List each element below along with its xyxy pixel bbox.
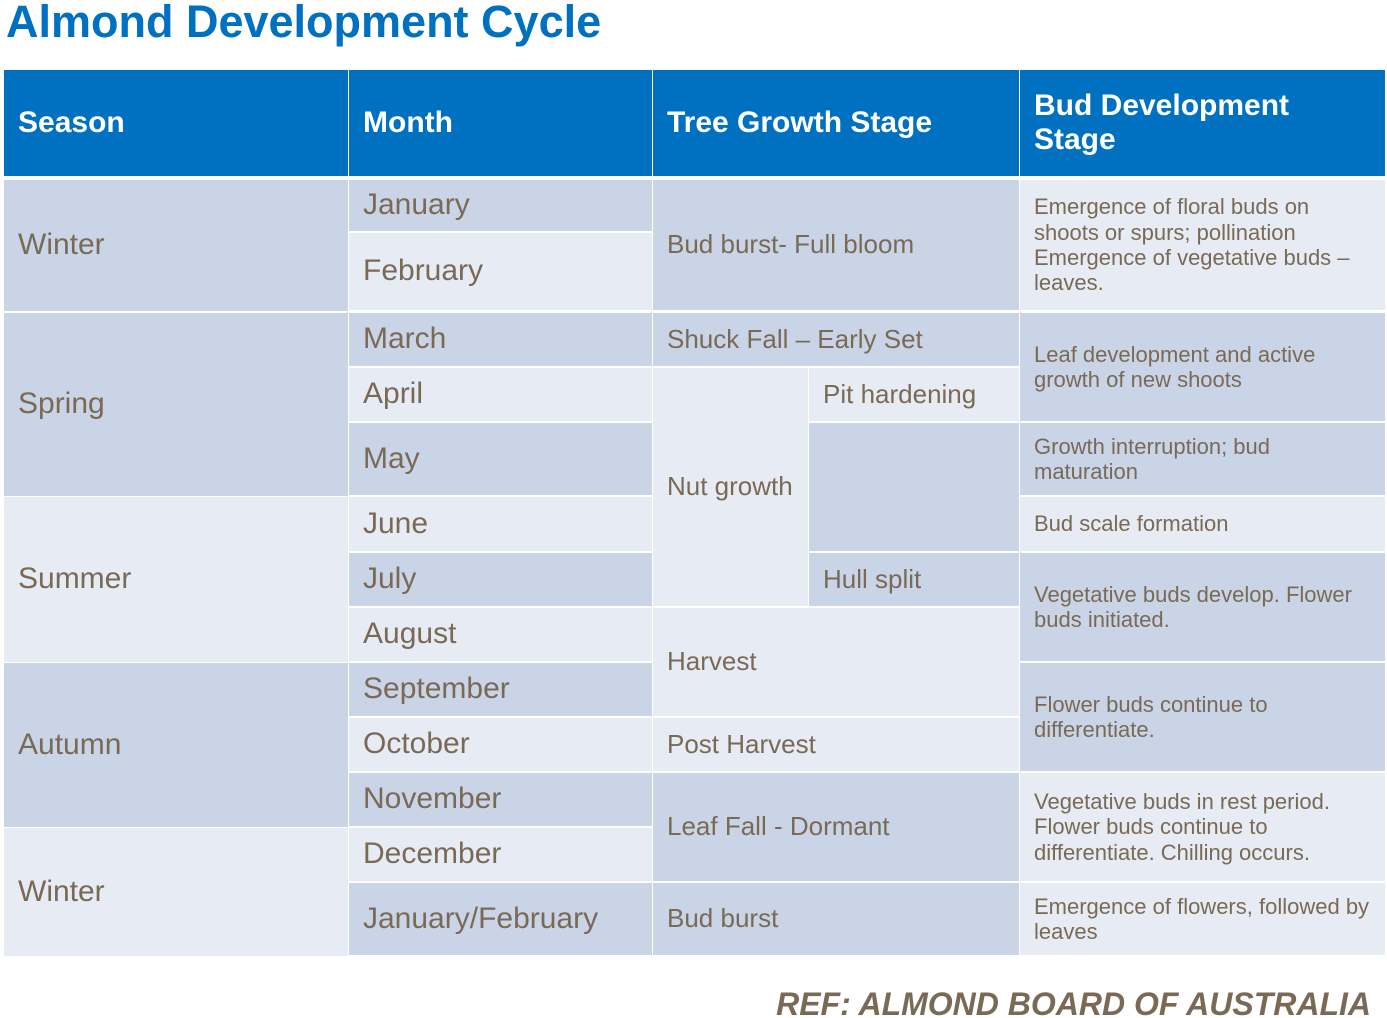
season-cell: Spring: [4, 313, 348, 496]
month-cell: January: [349, 180, 652, 231]
column-header: Bud Development Stage: [1020, 70, 1385, 176]
tree-stage-cell: Bud burst- Full bloom: [653, 180, 1019, 310]
bud-stage-cell: Emergence of flowers, followed by leaves: [1020, 883, 1385, 955]
empty-cell: [809, 423, 1019, 551]
tree-stage-cell: Leaf Fall - Dormant: [653, 773, 1019, 881]
footer: REF: ALMOND BOARD OF AUSTRALIA: [776, 986, 1371, 1018]
title: Almond Development Cycle: [6, 0, 602, 47]
month-cell: March: [349, 313, 652, 366]
bud-stage-cell: Flower buds continue to differentiate.: [1020, 663, 1385, 771]
tree-stage-cell: Post Harvest: [653, 718, 1019, 771]
month-cell: June: [349, 497, 652, 551]
bud-stage-cell: Leaf development and active growth of ne…: [1020, 313, 1385, 421]
tree-stage-cell: Bud burst: [653, 883, 1019, 955]
bud-stage-cell: Growth interruption; bud maturation: [1020, 423, 1385, 495]
bud-stage-cell: Vegetative buds in rest period. Flower b…: [1020, 773, 1385, 881]
month-cell: January/February: [349, 883, 652, 955]
column-header: Tree Growth Stage: [653, 70, 1019, 176]
month-cell: May: [349, 423, 652, 495]
tree-stage-cell: Pit hardening: [809, 368, 1019, 421]
month-cell: November: [349, 773, 652, 826]
season-cell: Summer: [4, 497, 348, 662]
season-cell: Autumn: [4, 663, 348, 827]
tree-stage-cell: Shuck Fall – Early Set: [653, 313, 1019, 366]
month-cell: December: [349, 828, 652, 881]
month-cell: September: [349, 663, 652, 716]
season-cell: Winter: [4, 180, 348, 311]
season-cell: Winter: [4, 828, 348, 956]
month-cell: October: [349, 718, 652, 771]
column-header: Season: [4, 70, 348, 176]
month-cell: February: [349, 233, 652, 310]
column-header: Month: [349, 70, 652, 176]
tree-stage-cell: Harvest: [653, 608, 1019, 716]
bud-stage-cell: Bud scale formation: [1020, 497, 1385, 551]
month-cell: July: [349, 553, 652, 606]
bud-stage-cell: Emergence of floral buds on shoots or sp…: [1020, 180, 1385, 310]
tree-stage-cell: Hull split: [809, 553, 1019, 606]
month-cell: August: [349, 608, 652, 661]
tree-stage-cell: Nut growth: [653, 368, 808, 606]
bud-stage-cell: Vegetative buds develop. Flower buds ini…: [1020, 553, 1385, 661]
month-cell: April: [349, 368, 652, 421]
